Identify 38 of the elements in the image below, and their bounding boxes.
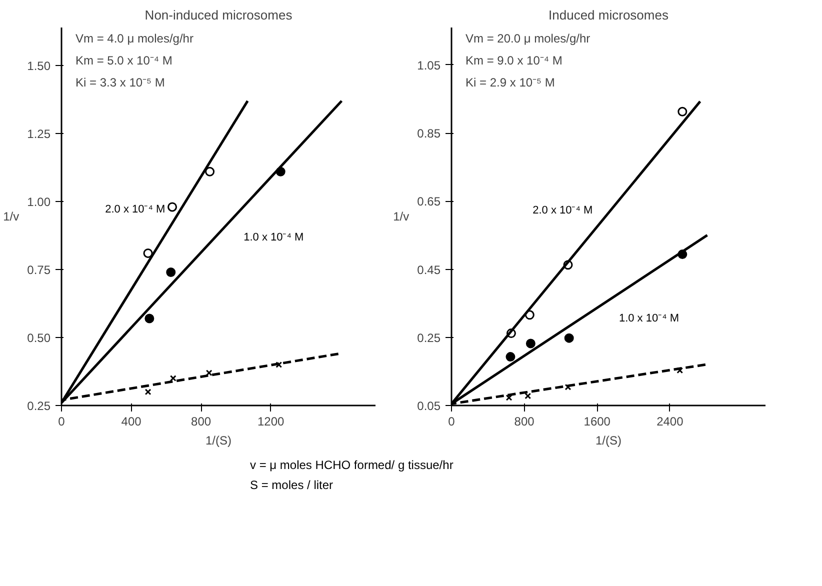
text: v = μ moles HCHO formed/ g tissue/hr bbox=[250, 458, 454, 472]
y-tick-label: 1.05 bbox=[417, 58, 441, 72]
series-label: 1.0 x 10⁻⁴ M bbox=[618, 312, 680, 325]
text: S = moles / liter bbox=[250, 478, 334, 492]
x-tick-label: 400 bbox=[121, 414, 142, 428]
y-tick-label: 0.85 bbox=[417, 126, 441, 141]
x-tick-label: 0 bbox=[58, 414, 66, 428]
y-tick-label: 0.25 bbox=[27, 399, 51, 413]
annotation: Ki = 3.3 x 10⁻⁵ M bbox=[76, 76, 165, 90]
series-label: 2.0 x 10⁻⁴ M bbox=[532, 204, 593, 216]
y-tick-label: 0.65 bbox=[417, 194, 441, 209]
y-tick-label: 1.25 bbox=[27, 127, 51, 142]
x-axis-title: 1/(S) bbox=[206, 434, 232, 448]
x-tick-label: 800 bbox=[191, 414, 212, 428]
y-axis-title: 1/v bbox=[3, 210, 20, 224]
annotation: Km = 9.0 x 10⁻⁴ M bbox=[466, 54, 562, 68]
y-tick-label: 0.25 bbox=[417, 330, 441, 345]
y-tick-label: 0.05 bbox=[417, 399, 441, 413]
annotation: Vm = 4.0 μ moles/g/hr bbox=[76, 32, 194, 46]
y-tick-label: 1.00 bbox=[27, 195, 51, 210]
series-label: 1.0 x 10⁻⁴ M bbox=[244, 232, 304, 244]
y-tick-label: 0.45 bbox=[417, 262, 441, 277]
x-tick-label: 1600 bbox=[584, 414, 611, 428]
annotation: Ki = 2.9 x 10⁻⁵ M bbox=[466, 76, 555, 90]
x-tick-label: 1200 bbox=[257, 414, 285, 428]
y-tick-label: 0.75 bbox=[27, 263, 51, 278]
x-tick-label: 800 bbox=[514, 414, 535, 428]
y-tick-label: 1.50 bbox=[27, 59, 51, 74]
annotation: Km = 5.0 x 10⁻⁴ M bbox=[76, 54, 172, 68]
y-tick-label: 0.50 bbox=[27, 331, 51, 346]
x-tick-label: 0 bbox=[448, 414, 456, 428]
series-label: 2.0 x 10⁻⁴ M bbox=[105, 204, 166, 216]
chart-title: Non-induced microsomes bbox=[144, 8, 293, 22]
chart-title: Induced microsomes bbox=[548, 8, 669, 22]
annotation: Vm = 20.0 μ moles/g/hr bbox=[466, 32, 590, 46]
y-axis-title: 1/v bbox=[393, 210, 410, 224]
x-tick-label: 2400 bbox=[656, 414, 684, 428]
x-axis-title: 1/(S) bbox=[596, 434, 622, 448]
